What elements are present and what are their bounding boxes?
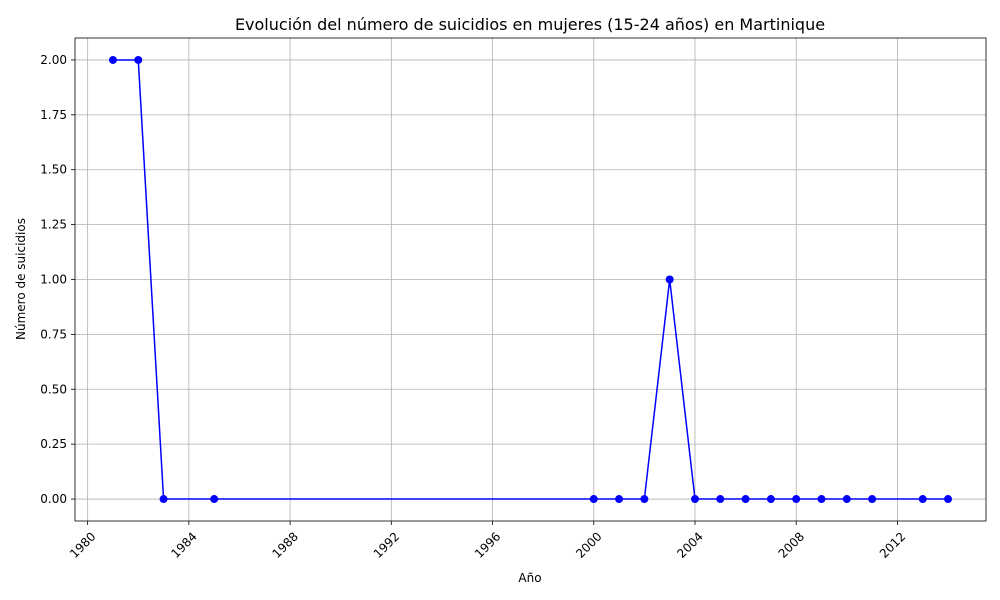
y-tick-label: 0.75	[40, 327, 67, 341]
data-point	[108, 55, 117, 64]
y-tick-label: 1.25	[40, 218, 67, 232]
y-tick-label: 0.50	[40, 382, 67, 396]
axis-ticks: 1980 1984 1988 1992 1996 2000 2004 2008 2012 0.00…	[40, 53, 908, 561]
x-tick-label: 1996	[472, 529, 503, 560]
data-point	[134, 55, 143, 64]
y-tick-label: 1.50	[40, 163, 67, 177]
data-point	[842, 495, 851, 504]
chart-title: Evolución del número de suicidios en muj…	[235, 15, 825, 34]
x-tick-label: 1988	[270, 529, 301, 560]
data-point	[868, 495, 877, 504]
y-axis-label: Número de suicidios	[14, 218, 28, 340]
data-point	[766, 495, 775, 504]
series-line	[112, 59, 949, 500]
data-point	[817, 495, 826, 504]
data-point	[640, 495, 649, 504]
x-tick-label: 2008	[776, 529, 807, 560]
data-point	[918, 495, 927, 504]
y-tick-label: 0.00	[40, 492, 67, 506]
grid	[75, 38, 986, 521]
y-tick-label: 1.75	[40, 108, 67, 122]
x-tick-label: 1984	[168, 529, 199, 560]
y-tick-label: 1.00	[40, 273, 67, 287]
data-point	[944, 495, 953, 504]
data-point	[159, 495, 168, 504]
x-tick-label: 2012	[877, 529, 908, 560]
x-tick-label: 2004	[674, 529, 705, 560]
x-tick-label: 1992	[371, 529, 402, 560]
x-tick-label: 1980	[67, 529, 98, 560]
series	[108, 55, 953, 504]
y-tick-label: 2.00	[40, 53, 67, 67]
data-point	[741, 495, 750, 504]
x-axis-label: Año	[518, 571, 541, 585]
data-point	[665, 275, 674, 284]
data-point	[589, 495, 598, 504]
data-point	[792, 495, 801, 504]
y-tick-label: 0.25	[40, 437, 67, 451]
data-point	[210, 495, 219, 504]
data-point	[690, 495, 699, 504]
data-point	[615, 495, 624, 504]
data-point	[716, 495, 725, 504]
x-tick-label: 2000	[573, 529, 604, 560]
